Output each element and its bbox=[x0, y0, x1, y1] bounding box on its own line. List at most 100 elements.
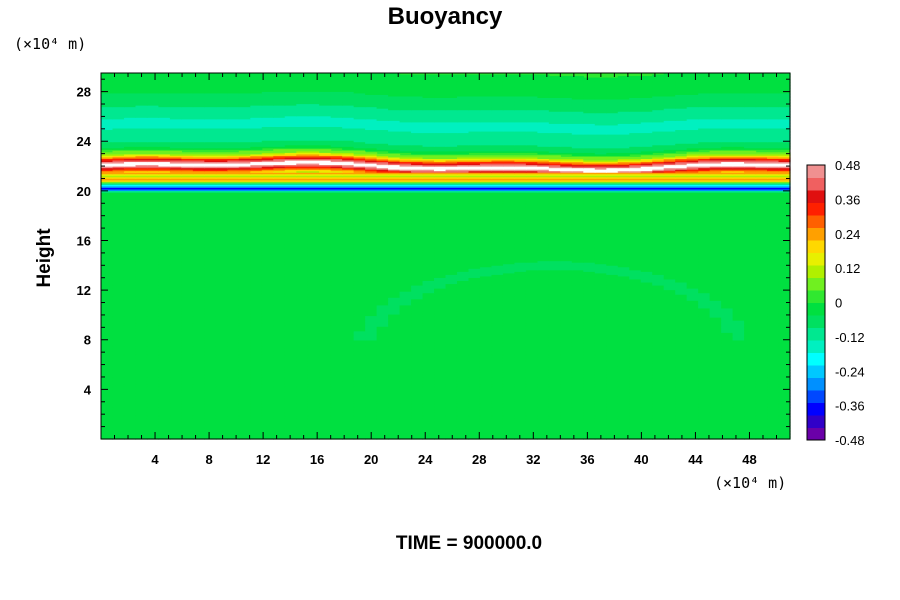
heatmap-cell bbox=[583, 388, 596, 391]
heatmap-cell bbox=[330, 413, 343, 416]
heatmap-cell bbox=[112, 310, 125, 314]
heatmap-cell bbox=[571, 379, 584, 382]
heatmap-cell bbox=[342, 370, 355, 373]
heatmap-cell bbox=[261, 315, 274, 318]
heatmap-cell bbox=[755, 365, 768, 368]
heatmap-cell bbox=[273, 382, 286, 385]
heatmap-cell bbox=[640, 396, 653, 399]
heatmap-cell bbox=[181, 393, 194, 396]
heatmap-cell bbox=[376, 327, 389, 330]
heatmap-cell bbox=[456, 416, 470, 419]
heatmap-cell bbox=[411, 335, 424, 338]
heatmap-cell bbox=[192, 315, 205, 318]
heatmap-cell bbox=[675, 435, 688, 439]
heatmap-cell bbox=[215, 324, 228, 327]
heatmap-cell bbox=[284, 420, 297, 423]
heatmap-cell bbox=[778, 353, 791, 356]
heatmap-cell bbox=[456, 342, 470, 346]
heatmap-cell bbox=[445, 428, 458, 431]
heatmap-cell bbox=[755, 338, 768, 341]
heatmap-cell bbox=[502, 329, 515, 332]
heatmap-cell bbox=[112, 390, 125, 393]
heatmap-cell bbox=[479, 399, 493, 402]
heatmap-cell bbox=[491, 414, 504, 417]
heatmap-cell bbox=[640, 417, 653, 420]
heatmap-cell bbox=[388, 419, 401, 422]
heatmap-cell bbox=[709, 431, 722, 434]
heatmap-cell bbox=[135, 358, 148, 361]
heatmap-cell bbox=[732, 376, 745, 379]
heatmap-cell bbox=[502, 376, 515, 379]
heatmap-cell bbox=[583, 384, 596, 387]
heatmap-cell bbox=[686, 405, 699, 408]
heatmap-cell bbox=[698, 410, 711, 413]
heatmap-cell bbox=[732, 368, 745, 371]
heatmap-cell bbox=[606, 315, 619, 318]
heatmap-cell bbox=[434, 423, 447, 426]
heatmap-cell bbox=[284, 387, 297, 390]
heatmap-cell bbox=[250, 422, 263, 425]
heatmap-cell bbox=[238, 317, 251, 320]
heatmap-cell bbox=[732, 411, 745, 414]
heatmap-cell bbox=[698, 417, 711, 420]
heatmap-cell bbox=[456, 349, 470, 352]
heatmap-cell bbox=[744, 321, 757, 324]
heatmap-cell bbox=[468, 402, 481, 405]
heatmap-cell bbox=[445, 367, 458, 370]
heatmap-cell bbox=[675, 315, 688, 318]
heatmap-cell bbox=[594, 350, 607, 353]
heatmap-cell bbox=[330, 317, 343, 320]
heatmap-cell bbox=[698, 406, 711, 410]
heatmap-cell bbox=[502, 410, 515, 413]
heatmap-cell bbox=[330, 402, 343, 405]
heatmap-cell bbox=[709, 336, 722, 339]
heatmap-cell bbox=[560, 356, 573, 359]
heatmap-cell bbox=[330, 405, 343, 408]
heatmap-cell bbox=[640, 365, 653, 368]
heatmap-cell bbox=[560, 432, 573, 436]
heatmap-cell bbox=[365, 399, 378, 402]
heatmap-cell bbox=[663, 342, 676, 346]
heatmap-cell bbox=[560, 339, 573, 343]
heatmap-cell bbox=[640, 381, 653, 384]
heatmap-cell bbox=[181, 352, 194, 355]
heatmap-cell bbox=[675, 321, 688, 324]
heatmap-cell bbox=[594, 361, 607, 364]
heatmap-cell bbox=[353, 347, 366, 350]
heatmap-cell bbox=[399, 423, 412, 426]
heatmap-cell bbox=[721, 315, 734, 318]
heatmap-cell bbox=[594, 315, 607, 318]
heatmap-cell bbox=[732, 432, 745, 436]
heatmap-cell bbox=[411, 317, 424, 320]
heatmap-cell bbox=[617, 333, 630, 336]
heatmap-cell bbox=[422, 371, 435, 375]
heatmap-cell bbox=[698, 329, 711, 332]
heatmap-cell bbox=[365, 326, 378, 329]
heatmap-cell bbox=[548, 382, 561, 385]
heatmap-cell bbox=[698, 352, 711, 355]
heatmap-cell bbox=[422, 417, 435, 420]
heatmap-cell bbox=[571, 353, 584, 356]
heatmap-cell bbox=[192, 391, 205, 394]
heatmap-cell bbox=[388, 432, 401, 436]
heatmap-cell bbox=[181, 344, 194, 347]
heatmap-cell bbox=[388, 327, 401, 330]
heatmap-cell bbox=[744, 324, 757, 327]
heatmap-cell bbox=[606, 327, 619, 330]
heatmap-cell bbox=[652, 321, 665, 324]
heatmap-cell bbox=[411, 394, 424, 397]
heatmap-cell bbox=[652, 315, 665, 318]
heatmap-cell bbox=[273, 428, 286, 431]
heatmap-cell bbox=[571, 396, 584, 399]
heatmap-cell bbox=[767, 411, 780, 414]
heatmap-cell bbox=[548, 429, 561, 432]
heatmap-cell bbox=[422, 397, 435, 400]
heatmap-cell bbox=[238, 312, 251, 315]
heatmap-cell bbox=[468, 384, 481, 387]
heatmap-cell bbox=[502, 326, 515, 329]
heatmap-cell bbox=[606, 344, 619, 347]
heatmap-cell bbox=[525, 406, 538, 410]
heatmap-cell bbox=[365, 330, 378, 333]
heatmap-cell bbox=[399, 317, 412, 320]
heatmap-cell bbox=[192, 434, 205, 437]
